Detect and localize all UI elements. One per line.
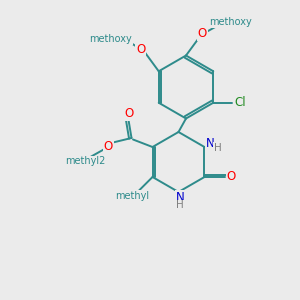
Text: methoxy: methoxy	[210, 17, 252, 28]
Text: O: O	[124, 106, 133, 120]
Text: methoxy: methoxy	[89, 34, 132, 44]
Text: methyl2: methyl2	[65, 156, 105, 167]
Text: Cl: Cl	[235, 96, 246, 109]
Text: N: N	[176, 191, 184, 204]
Text: O: O	[198, 27, 207, 40]
Text: O: O	[227, 170, 236, 184]
Text: N: N	[206, 137, 214, 150]
Text: O: O	[136, 43, 145, 56]
Text: methyl: methyl	[116, 191, 149, 201]
Text: H: H	[176, 200, 184, 211]
Text: O: O	[103, 140, 113, 154]
Text: H: H	[214, 143, 222, 153]
